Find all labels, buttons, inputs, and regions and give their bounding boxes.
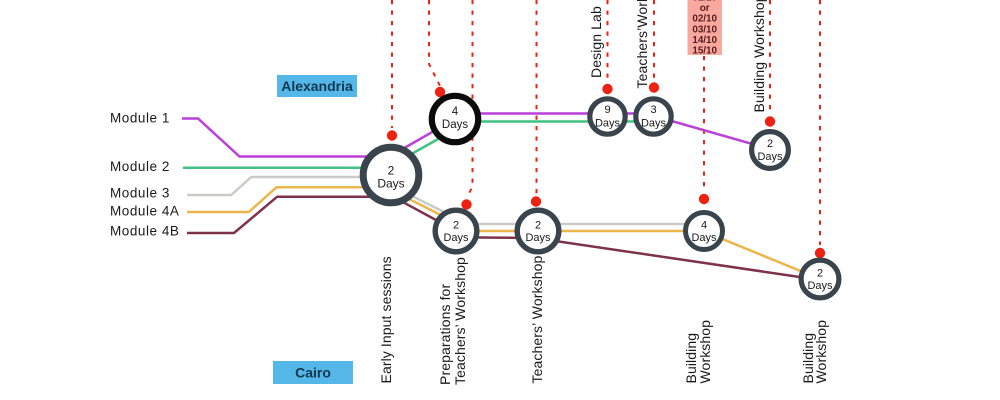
svg-text:01/10: 01/10: [692, 0, 717, 4]
svg-text:15/10: 15/10: [692, 46, 717, 57]
svg-text:Preparations for: Preparations for: [437, 284, 453, 385]
svg-text:Days: Days: [641, 118, 667, 130]
svg-text:Design Lab: Design Lab: [588, 6, 604, 78]
svg-text:03/10: 03/10: [692, 24, 717, 35]
svg-text:Teachers’Workshop: Teachers’Workshop: [634, 0, 650, 89]
svg-text:4: 4: [452, 106, 459, 118]
svg-text:Teachers’ Workshop: Teachers’ Workshop: [529, 256, 545, 384]
svg-text:14/10: 14/10: [692, 35, 717, 46]
svg-text:Module 4A: Module 4A: [110, 204, 180, 219]
svg-text:Workshop: Workshop: [813, 320, 829, 384]
svg-text:Module 1: Module 1: [110, 111, 170, 126]
svg-text:2: 2: [767, 138, 773, 150]
svg-text:Early Input sessions: Early Input sessions: [378, 256, 394, 383]
svg-text:Days: Days: [443, 232, 469, 244]
svg-text:3: 3: [650, 104, 656, 116]
svg-text:Days: Days: [442, 119, 468, 131]
svg-text:Building Workshop: Building Workshop: [751, 0, 767, 113]
svg-text:Days: Days: [377, 177, 404, 191]
svg-text:2: 2: [453, 220, 459, 232]
svg-text:or: or: [700, 3, 710, 14]
svg-text:Days: Days: [525, 232, 551, 244]
svg-text:Cairo: Cairo: [295, 365, 331, 381]
svg-text:2: 2: [388, 164, 395, 178]
svg-text:02/10: 02/10: [692, 14, 717, 25]
svg-text:2: 2: [817, 268, 823, 280]
svg-text:Building: Building: [800, 333, 816, 384]
svg-text:Days: Days: [757, 151, 783, 163]
svg-text:Module 4B: Module 4B: [110, 224, 180, 239]
svg-text:Teachers’ Workshop: Teachers’ Workshop: [452, 257, 468, 385]
svg-text:Module 2: Module 2: [110, 159, 170, 174]
svg-text:4: 4: [701, 220, 707, 232]
svg-text:9: 9: [604, 104, 610, 116]
svg-text:Module 3: Module 3: [110, 186, 170, 201]
svg-text:Alexandria: Alexandria: [281, 78, 353, 94]
svg-text:Days: Days: [807, 280, 833, 292]
svg-text:Days: Days: [691, 232, 717, 244]
svg-text:Days: Days: [595, 118, 621, 130]
svg-text:2: 2: [535, 220, 541, 232]
svg-text:Building: Building: [683, 333, 699, 384]
svg-text:Workshop: Workshop: [697, 320, 713, 384]
